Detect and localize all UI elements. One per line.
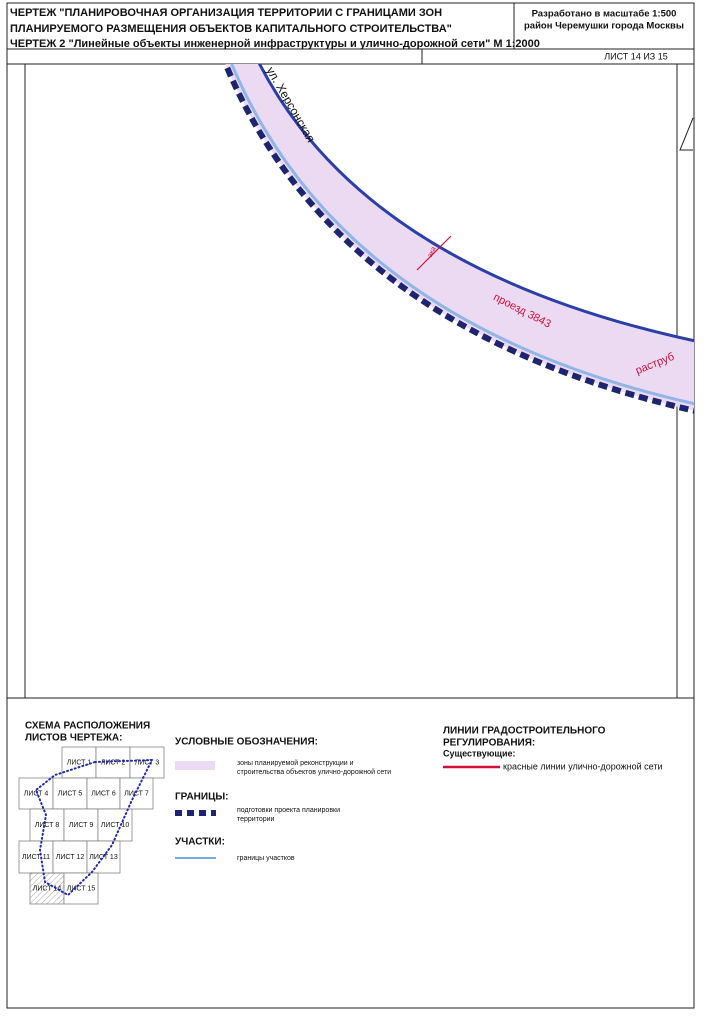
regulation-title: РЕГУЛИРОВАНИЯ: bbox=[443, 738, 535, 749]
sheet-cell bbox=[18, 840, 54, 874]
sheet-label: ЛИСТ 1 bbox=[67, 759, 92, 766]
title-line: ЧЕРТЕЖ 2 "Линейные объекты инженерной ин… bbox=[10, 38, 540, 50]
sheet-number: ЛИСТ 14 ИЗ 15 bbox=[604, 51, 668, 61]
legend-title: УСЛОВНЫЕ ОБОЗНАЧЕНИЯ: bbox=[175, 737, 318, 748]
project-outline bbox=[34, 758, 154, 897]
sheet-label: ЛИСТ 7 bbox=[124, 790, 149, 797]
legend-text: территории bbox=[237, 816, 275, 823]
red-line-border bbox=[257, 64, 694, 343]
sheet-cell bbox=[18, 777, 54, 810]
dimension-line bbox=[416, 235, 452, 271]
sheet-cell bbox=[52, 840, 88, 874]
scheme-title: ЛИСТОВ ЧЕРТЕЖА: bbox=[25, 733, 122, 744]
dimension-label: эка bbox=[427, 246, 438, 259]
plot-border bbox=[230, 64, 694, 406]
sheet-cell bbox=[129, 746, 165, 779]
sheet-label: ЛИСТ 6 bbox=[91, 790, 116, 797]
legend-text: границы участков bbox=[237, 855, 295, 862]
legend-text: зоны планируемой реконструкции и bbox=[237, 759, 354, 767]
sheet-label: ЛИСТ 5 bbox=[58, 790, 83, 797]
sheet-cell bbox=[29, 808, 65, 842]
regulation-subtitle: Существующие: bbox=[443, 748, 516, 758]
regulation-title: ЛИНИИ ГРАДОСТРОИТЕЛЬНОГО bbox=[443, 726, 606, 737]
sheet-label: ЛИСТ 9 bbox=[69, 822, 94, 829]
building-outline bbox=[679, 117, 694, 151]
sheet-cell bbox=[63, 808, 99, 842]
sheet-label: ЛИСТ 8 bbox=[35, 822, 60, 829]
sheet-cell bbox=[63, 872, 99, 905]
title-line: ПЛАНИРУЕМОГО РАЗМЕЩЕНИЯ ОБЪЕКТОВ КАПИТАЛ… bbox=[10, 23, 452, 35]
scale-note: район Черемушки города Москвы bbox=[524, 21, 684, 32]
scale-note: Разработано в масштабе 1:500 bbox=[532, 9, 677, 20]
legend-title: ГРАНИЦЫ: bbox=[175, 792, 229, 803]
sheet-label: ЛИСТ 10 bbox=[101, 822, 130, 829]
legend-title: УЧАСТКИ: bbox=[175, 837, 225, 848]
zone-swatch bbox=[175, 761, 215, 770]
frame bbox=[6, 2, 695, 1009]
sheet-cell bbox=[29, 872, 65, 905]
legend-text: красные линии улично-дорожной сети bbox=[503, 761, 663, 771]
legend-text: подготовки проекта планировки bbox=[237, 807, 340, 814]
sheet-label: ЛИСТ 14 bbox=[33, 885, 62, 892]
sheet-label: ЛИСТ 13 bbox=[89, 854, 118, 861]
sheet-scheme: ЛИСТ 1 ЛИСТ 2 ЛИСТ 3 ЛИСТ 4 ЛИСТ 5 ЛИСТ 6 ЛИСТ… bbox=[18, 746, 165, 905]
sheet-label: ЛИСТ 15 bbox=[67, 885, 96, 892]
scheme-title: СХЕМА РАСПОЛОЖЕНИЯ bbox=[25, 721, 150, 732]
sheet-cell bbox=[86, 777, 121, 810]
sheet-cell bbox=[52, 777, 88, 810]
sheet-label: ЛИСТ 2 bbox=[101, 759, 126, 766]
sheet-label: ЛИСТ 11 bbox=[22, 854, 50, 861]
legend-text: строительства объектов улично-дорожной с… bbox=[237, 768, 391, 776]
project-border bbox=[222, 64, 694, 414]
sheet-label: ЛИСТ 4 bbox=[24, 790, 49, 797]
road-zone bbox=[225, 64, 694, 411]
sheet-label: ЛИСТ 12 bbox=[56, 854, 85, 861]
title-line: ЧЕРТЕЖ "ПЛАНИРОВОЧНАЯ ОРГАНИЗАЦИЯ ТЕРРИТ… bbox=[10, 7, 442, 19]
sheet-label: ЛИСТ 3 bbox=[135, 759, 160, 766]
sheet-cell bbox=[119, 777, 154, 810]
